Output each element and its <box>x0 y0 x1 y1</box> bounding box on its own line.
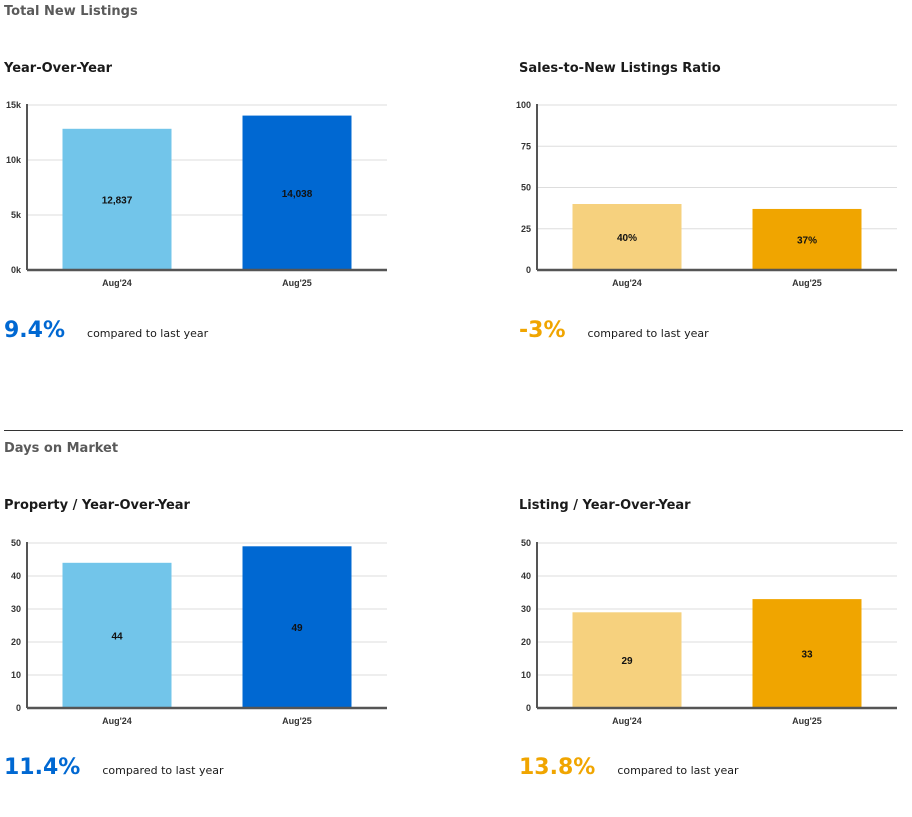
bar <box>242 546 352 708</box>
bar-value-label: 40% <box>617 233 637 244</box>
stat-listing-yoy-label: compared to last year <box>617 764 739 777</box>
bar-value-label: 12,837 <box>102 195 133 206</box>
stat-new-listings-value: 9.4% <box>4 318 66 343</box>
y-tick-label: 75 <box>521 141 531 151</box>
stat-new-listings: 9.4% compared to last year <box>4 318 208 343</box>
chart-title-sales-ratio: Sales-to-New Listings Ratio <box>519 61 721 76</box>
bar <box>242 115 352 270</box>
chart-listing-yoy: 0 10 20 30 40 50 29 Aug'24 33 Aug'25 <box>521 538 897 726</box>
stat-property-yoy: 11.4% compared to last year <box>4 755 224 780</box>
y-tick-label: 50 <box>521 183 531 193</box>
stat-sales-ratio: -3% compared to last year <box>519 318 709 343</box>
bar-value-label: 49 <box>291 623 303 634</box>
bar-value-label: 14,038 <box>282 189 313 200</box>
bar <box>572 204 682 270</box>
stat-new-listings-label: compared to last year <box>87 327 209 340</box>
x-category-label: Aug'24 <box>102 278 132 288</box>
y-tick-label: 20 <box>521 637 531 647</box>
y-tick-label: 15k <box>6 100 22 110</box>
bar-value-label: 29 <box>621 656 633 667</box>
bar <box>572 612 682 708</box>
y-tick-label: 0 <box>526 265 531 275</box>
y-tick-label: 10 <box>11 670 21 680</box>
stat-sales-ratio-value: -3% <box>519 318 566 343</box>
y-tick-label: 50 <box>11 538 21 548</box>
stat-listing-yoy: 13.8% compared to last year <box>519 755 739 780</box>
x-category-label: Aug'25 <box>792 278 822 288</box>
stat-property-yoy-label: compared to last year <box>102 764 224 777</box>
bar <box>752 208 862 270</box>
stat-property-yoy-value: 11.4% <box>4 755 81 780</box>
y-tick-label: 5k <box>11 210 22 220</box>
stat-sales-ratio-label: compared to last year <box>587 327 709 340</box>
x-category-label: Aug'25 <box>792 716 822 726</box>
y-tick-label: 50 <box>521 538 531 548</box>
bar-value-label: 37% <box>797 235 817 246</box>
y-tick-label: 40 <box>521 571 531 581</box>
y-tick-label: 30 <box>521 604 531 614</box>
x-category-label: Aug'24 <box>612 278 642 288</box>
y-tick-label: 40 <box>11 571 21 581</box>
y-tick-label: 100 <box>516 100 531 110</box>
x-category-label: Aug'24 <box>612 716 642 726</box>
chart-title-listing-yoy: Listing / Year-Over-Year <box>519 498 691 513</box>
chart-title-property-yoy: Property / Year-Over-Year <box>4 498 190 513</box>
section-divider <box>4 430 903 431</box>
chart-title-year-over-year: Year-Over-Year <box>4 61 113 76</box>
bar-value-label: 44 <box>111 631 123 642</box>
chart-property-yoy: 0 10 20 30 40 50 44 Aug'24 49 Aug'25 <box>11 538 387 726</box>
stat-listing-yoy-value: 13.8% <box>519 755 596 780</box>
bar <box>752 599 862 708</box>
section-title-new-listings: Total New Listings <box>4 4 138 19</box>
y-tick-label: 0k <box>11 265 22 275</box>
chart-new-listings-yoy: 0k 5k 10k 15k 12,837 Aug'24 14,038 Aug'25 <box>6 100 387 288</box>
y-tick-label: 0 <box>16 703 21 713</box>
y-tick-label: 10 <box>521 670 531 680</box>
y-tick-label: 20 <box>11 637 21 647</box>
y-tick-label: 0 <box>526 703 531 713</box>
bar <box>62 128 172 270</box>
section-title-days-on-market: Days on Market <box>4 441 119 456</box>
y-tick-label: 25 <box>521 224 531 234</box>
y-tick-label: 10k <box>6 155 22 165</box>
x-category-label: Aug'25 <box>282 716 312 726</box>
x-category-label: Aug'24 <box>102 716 132 726</box>
y-tick-label: 30 <box>11 604 21 614</box>
chart-sales-ratio: 0 25 50 75 100 40% Aug'24 37% Aug'25 <box>516 100 897 288</box>
bar <box>62 562 172 708</box>
x-category-label: Aug'25 <box>282 278 312 288</box>
bar-value-label: 33 <box>801 650 813 661</box>
